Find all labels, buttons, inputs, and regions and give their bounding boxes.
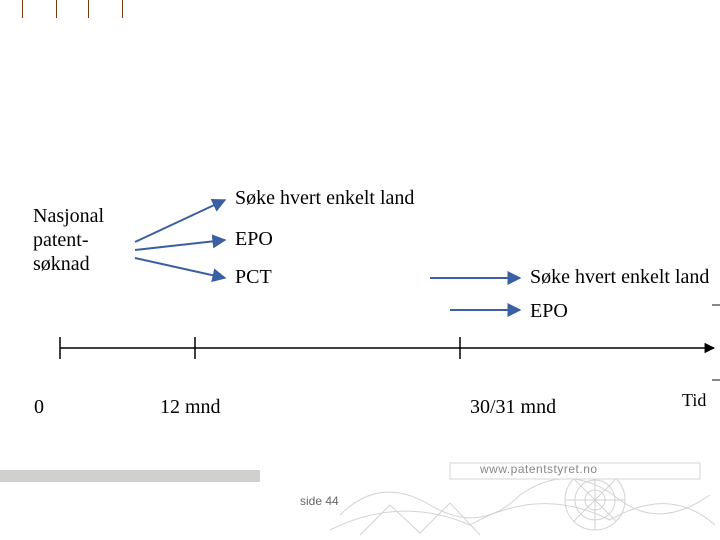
top-mark <box>56 0 57 18</box>
nasjonal-label-line2: patent- <box>33 229 89 252</box>
nasjonal-label-line1: Nasjonal <box>33 205 104 228</box>
tick-12-label: 12 mnd <box>160 396 221 419</box>
tick-30-label: 30/31 mnd <box>470 396 556 419</box>
soke-label-1: Søke hvert enkelt land <box>235 187 414 210</box>
top-mark <box>88 0 89 18</box>
epo-label-1: EPO <box>235 228 273 251</box>
epo-label-2: EPO <box>530 300 568 323</box>
top-mark <box>122 0 123 18</box>
nasjonal-label-line3: søknad <box>33 253 90 276</box>
gray-bar <box>0 470 260 482</box>
pct-label: PCT <box>235 266 272 289</box>
website-url: www.patentstyret.no <box>480 462 598 476</box>
tid-label: Tid <box>682 390 706 411</box>
soke-label-2: Søke hvert enkelt land <box>530 266 709 289</box>
tick-0-label: 0 <box>34 396 44 419</box>
page-number: side 44 <box>300 494 339 508</box>
top-mark <box>22 0 23 18</box>
